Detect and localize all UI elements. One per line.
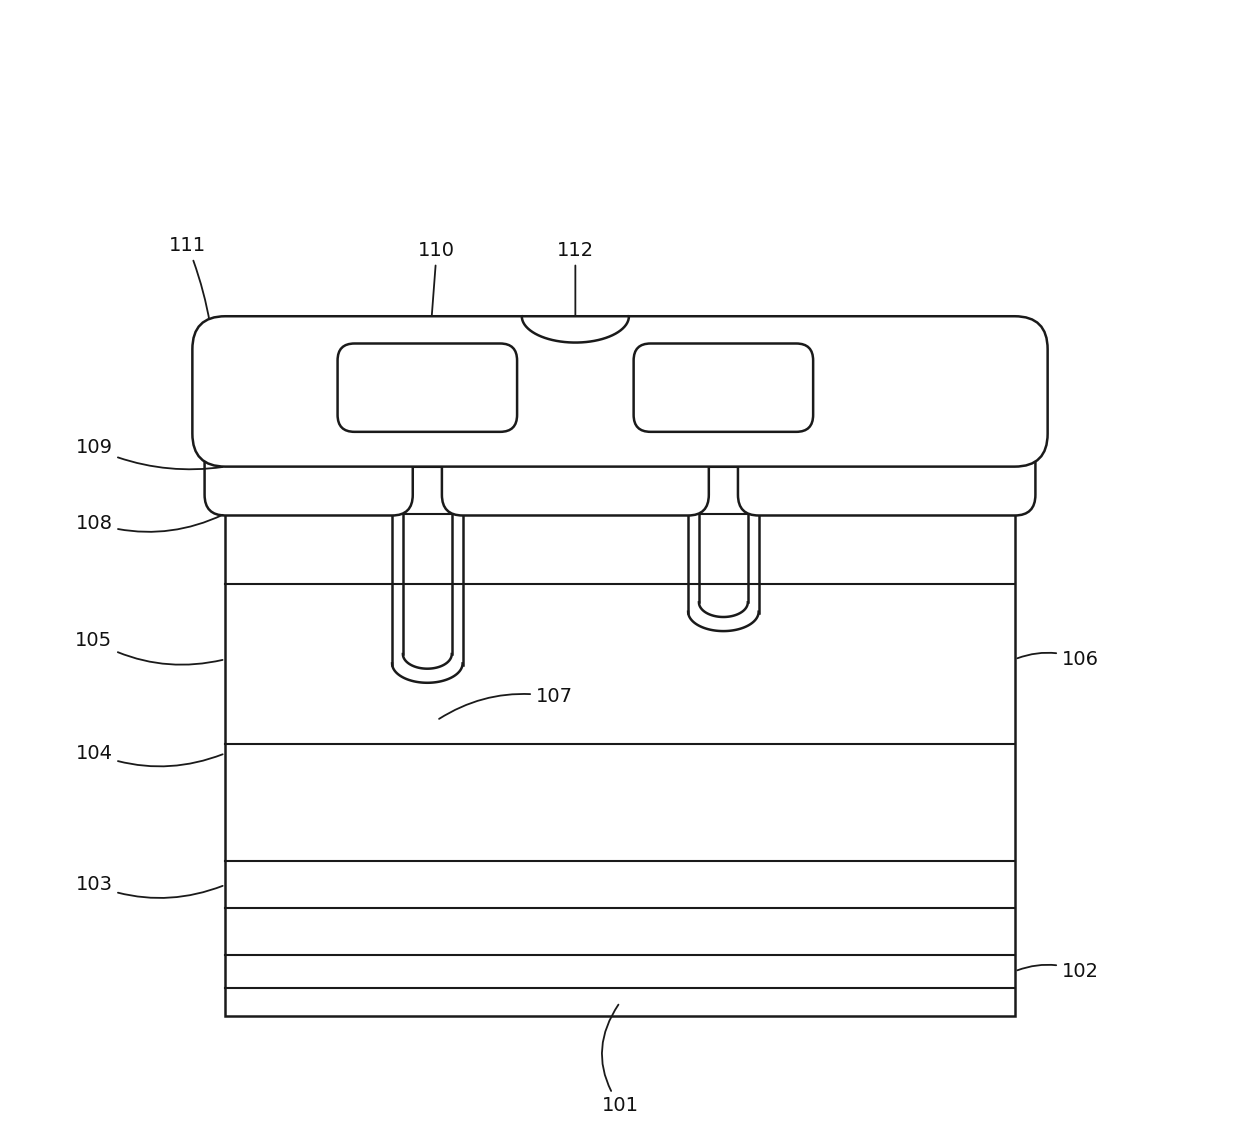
Text: 110: 110 <box>418 241 455 372</box>
Text: 104: 104 <box>76 743 223 766</box>
Text: 107: 107 <box>439 687 573 719</box>
Text: 105: 105 <box>76 630 222 665</box>
Text: 106: 106 <box>1017 650 1099 669</box>
Text: 101: 101 <box>601 1004 639 1115</box>
Text: 109: 109 <box>76 438 222 470</box>
Text: 108: 108 <box>76 513 223 532</box>
FancyBboxPatch shape <box>205 413 413 515</box>
FancyBboxPatch shape <box>634 343 813 432</box>
FancyBboxPatch shape <box>337 343 517 432</box>
Text: 112: 112 <box>557 241 594 318</box>
Text: 111: 111 <box>169 236 216 389</box>
FancyBboxPatch shape <box>738 413 1035 515</box>
Text: 103: 103 <box>76 876 223 898</box>
FancyBboxPatch shape <box>441 413 709 515</box>
FancyBboxPatch shape <box>192 316 1048 466</box>
Text: 102: 102 <box>1017 962 1099 980</box>
